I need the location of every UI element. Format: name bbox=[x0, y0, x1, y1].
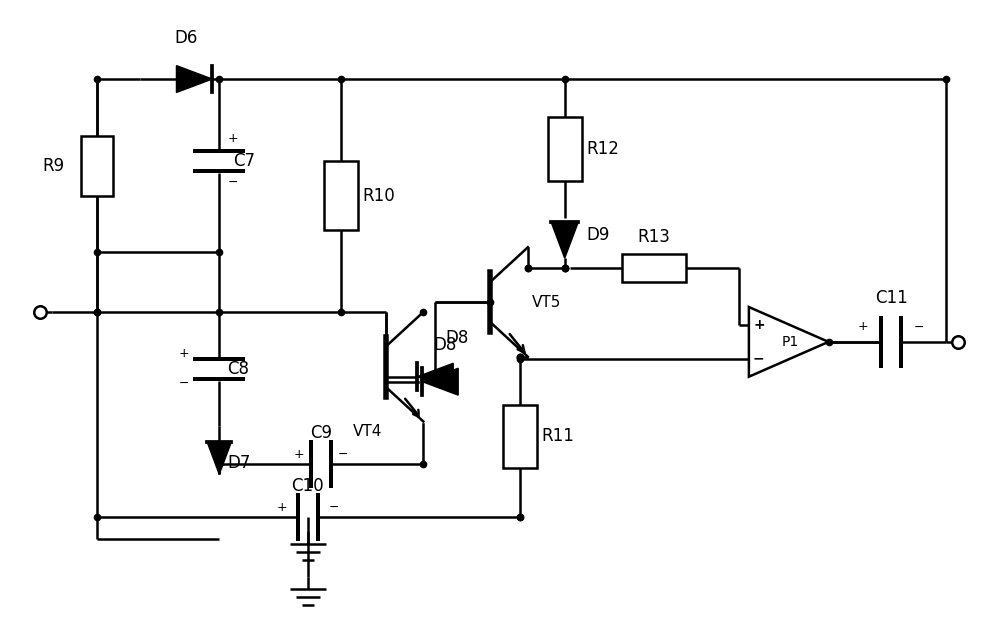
Text: C9: C9 bbox=[310, 424, 332, 442]
Text: R9: R9 bbox=[43, 156, 65, 174]
Polygon shape bbox=[551, 222, 578, 259]
Text: R13: R13 bbox=[638, 228, 671, 246]
Text: −: − bbox=[337, 448, 348, 461]
Text: −: − bbox=[179, 377, 189, 390]
Text: +: + bbox=[277, 501, 287, 513]
Text: P1: P1 bbox=[782, 335, 799, 349]
Text: −: − bbox=[914, 320, 924, 333]
Text: +: + bbox=[294, 448, 304, 461]
Text: D8: D8 bbox=[445, 329, 469, 347]
Text: +: + bbox=[858, 320, 869, 333]
Text: C11: C11 bbox=[875, 289, 908, 307]
Text: C8: C8 bbox=[227, 359, 249, 378]
Text: +: + bbox=[227, 132, 238, 145]
Text: C7: C7 bbox=[233, 151, 255, 169]
Polygon shape bbox=[422, 368, 458, 395]
Bar bbox=[622, 254, 686, 282]
Text: +: + bbox=[179, 347, 189, 360]
Text: D7: D7 bbox=[227, 454, 251, 472]
Bar bbox=[548, 117, 582, 181]
Text: D6: D6 bbox=[175, 29, 198, 47]
Text: R10: R10 bbox=[363, 186, 395, 204]
Text: −: − bbox=[753, 352, 765, 366]
Text: −: − bbox=[328, 501, 339, 513]
Bar bbox=[324, 161, 358, 231]
Text: −: − bbox=[227, 176, 238, 189]
Polygon shape bbox=[417, 363, 453, 390]
Text: R12: R12 bbox=[587, 140, 619, 158]
Text: D8: D8 bbox=[434, 336, 457, 354]
Text: R11: R11 bbox=[542, 427, 575, 445]
Polygon shape bbox=[176, 65, 212, 92]
Bar bbox=[420, 372, 500, 422]
Text: D9: D9 bbox=[587, 226, 610, 244]
Polygon shape bbox=[749, 307, 829, 377]
Text: C10: C10 bbox=[292, 477, 324, 495]
Polygon shape bbox=[207, 442, 231, 474]
Bar bbox=[503, 404, 537, 468]
Text: VT4: VT4 bbox=[353, 424, 382, 439]
Text: VT5: VT5 bbox=[532, 295, 561, 310]
Text: +: + bbox=[753, 318, 765, 332]
Bar bbox=[81, 136, 113, 196]
